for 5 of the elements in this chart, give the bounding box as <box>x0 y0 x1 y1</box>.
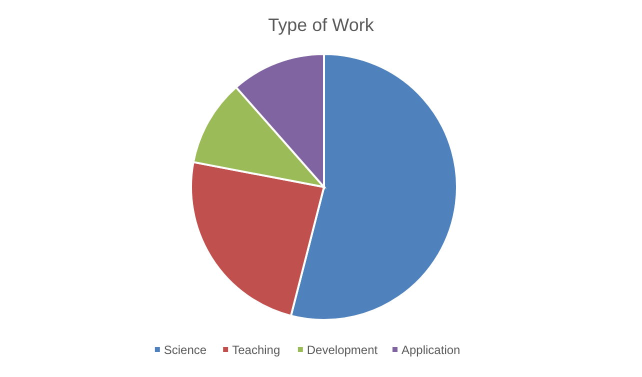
legend-label: Development <box>306 343 378 358</box>
chart-title: Type of Work <box>268 15 375 35</box>
legend-label: Application <box>402 343 460 358</box>
legend-label: Science <box>164 343 207 358</box>
legend-label: Teaching <box>232 343 280 358</box>
